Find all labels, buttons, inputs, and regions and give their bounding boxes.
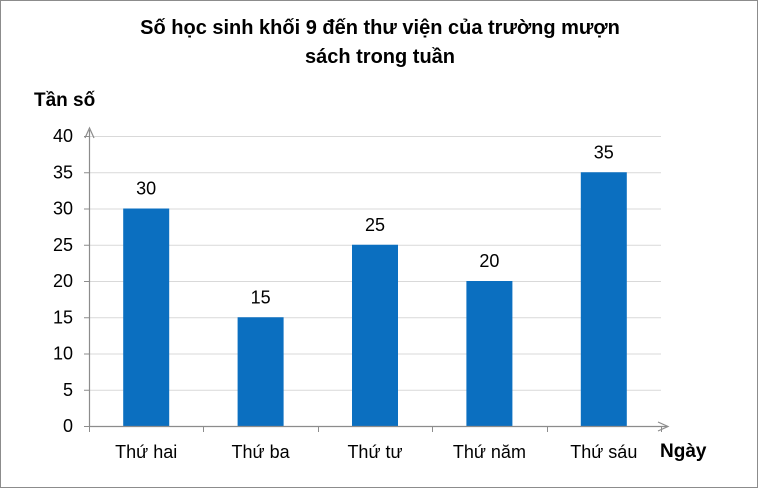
x-tick-label: Thứ sáu: [570, 442, 637, 462]
y-axis-arrow-icon: [84, 126, 95, 139]
data-label: 15: [251, 287, 271, 307]
chart-title-line-1: Số học sinh khối 9 đến thư viện của trườ…: [140, 17, 620, 39]
x-tick-label: Thứ tư: [347, 442, 402, 462]
y-axis-label: Tần số: [34, 90, 96, 111]
bar: [237, 317, 284, 426]
chart-title: Số học sinh khối 9 đến thư viện của trườ…: [60, 14, 700, 72]
data-label: 25: [365, 215, 385, 235]
y-tick-label: 10: [53, 344, 73, 364]
bar: [123, 208, 170, 426]
y-tick-label: 15: [53, 307, 73, 327]
y-tick-label: 20: [53, 271, 73, 291]
y-tick-label: 35: [53, 162, 73, 182]
y-tick-label: 30: [53, 199, 73, 219]
y-tick-label: 0: [63, 416, 73, 436]
y-tick-label: 5: [63, 380, 73, 400]
bar: [352, 244, 398, 426]
y-tick-label: 25: [53, 235, 73, 255]
x-tick-label: Thứ ba: [232, 442, 291, 462]
bar: [580, 172, 627, 426]
data-label: 20: [479, 251, 499, 271]
x-axis-arrow-icon: [657, 421, 670, 432]
data-label: 35: [594, 142, 614, 162]
bar: [466, 281, 513, 426]
x-axis-label: Ngày: [660, 441, 707, 462]
x-tick-label: Thứ hai: [115, 442, 177, 462]
y-tick-label: 40: [53, 126, 73, 146]
chart-title-line-2: sách trong tuần: [304, 46, 455, 68]
x-tick-label: Thứ năm: [453, 442, 526, 462]
data-label: 30: [136, 179, 156, 199]
